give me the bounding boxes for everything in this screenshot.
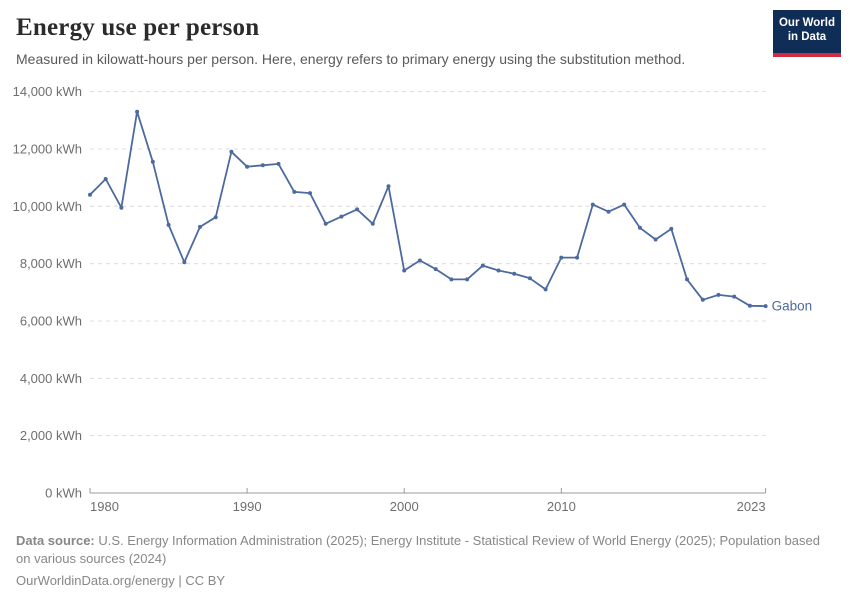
- data-point[interactable]: [433, 267, 438, 272]
- data-point[interactable]: [527, 276, 532, 281]
- page-title: Energy use per person: [16, 14, 260, 41]
- data-source-line: Data source: U.S. Energy Information Adm…: [16, 532, 836, 567]
- data-point[interactable]: [732, 294, 737, 299]
- data-point[interactable]: [260, 163, 265, 168]
- data-source-label: Data source:: [16, 533, 95, 548]
- data-point[interactable]: [559, 255, 564, 260]
- y-axis-tick-label: 4,000 kWh: [20, 371, 82, 386]
- data-point[interactable]: [198, 224, 202, 229]
- y-axis-tick-label: 6,000 kWh: [20, 313, 82, 328]
- y-axis-tick-label: 14,000 kWh: [13, 84, 82, 99]
- owid-logo-line1: Our World: [778, 17, 835, 29]
- series-line-gabon[interactable]: [89, 110, 767, 308]
- data-point[interactable]: [292, 189, 297, 194]
- data-point[interactable]: [402, 268, 407, 273]
- y-axis-tick-label: 10,000 kWh: [13, 199, 82, 214]
- data-point[interactable]: [575, 255, 580, 260]
- data-point[interactable]: [465, 277, 470, 282]
- data-point[interactable]: [182, 260, 187, 265]
- y-axis-tick-label: 2,000 kWh: [20, 428, 82, 443]
- series-label-gabon[interactable]: Gabon: [772, 299, 813, 314]
- data-point[interactable]: [496, 268, 501, 273]
- data-point[interactable]: [245, 164, 250, 169]
- data-point[interactable]: [229, 149, 234, 154]
- chart-svg: 0 kWh 2,000 kWh 4,000 kWh 6,000 kWh 8,000 kW…: [13, 84, 813, 514]
- data-point[interactable]: [213, 215, 218, 220]
- data-point[interactable]: [700, 297, 705, 302]
- x-axis-tick-label: 1980: [90, 499, 119, 514]
- data-point[interactable]: [543, 287, 548, 292]
- data-point[interactable]: [135, 109, 140, 114]
- y-axis-tick-label: 12,000 kWh: [13, 141, 82, 156]
- data-point[interactable]: [637, 225, 642, 230]
- data-point[interactable]: [669, 226, 674, 231]
- x-axis-tick-label: 1990: [233, 499, 262, 514]
- data-point[interactable]: [449, 277, 454, 282]
- cc-by-link[interactable]: CC BY: [185, 573, 226, 589]
- data-point[interactable]: [386, 184, 391, 189]
- data-point[interactable]: [480, 263, 485, 268]
- y-axis-tick-label: 8,000 kWh: [20, 256, 82, 271]
- data-point[interactable]: [166, 222, 171, 227]
- data-point[interactable]: [355, 207, 360, 212]
- owid-logo[interactable]: Our World in Data: [773, 10, 841, 57]
- x-axis-tick-label: 2023: [737, 499, 766, 514]
- chart-footer: Data source: U.S. Energy Information Adm…: [16, 532, 836, 590]
- footer-separator: |: [174, 573, 186, 589]
- data-point[interactable]: [590, 202, 595, 207]
- data-point[interactable]: [653, 237, 658, 242]
- data-point[interactable]: [685, 277, 689, 282]
- owid-logo-line2: in Data: [787, 31, 827, 44]
- data-point[interactable]: [370, 221, 375, 226]
- x-axis-tick-label: 2000: [390, 499, 419, 514]
- data-point[interactable]: [119, 205, 124, 210]
- data-point[interactable]: [716, 292, 721, 297]
- data-point[interactable]: [276, 161, 281, 166]
- data-point[interactable]: [606, 209, 611, 214]
- data-point[interactable]: [323, 221, 328, 226]
- data-point[interactable]: [103, 177, 108, 181]
- data-point[interactable]: [150, 159, 155, 164]
- data-point[interactable]: [512, 271, 517, 276]
- data-point[interactable]: [763, 304, 768, 309]
- chart-subtitle: Measured in kilowatt-hours per person. H…: [16, 51, 686, 67]
- data-point[interactable]: [308, 191, 312, 196]
- y-axis-tick-label: 0 kWh: [45, 486, 82, 501]
- x-axis-tick-label: 2010: [547, 499, 576, 514]
- owid-energy-link[interactable]: OurWorldinData.org/energy: [16, 573, 175, 589]
- data-source-text: U.S. Energy Information Administration (…: [16, 533, 820, 566]
- data-point[interactable]: [417, 258, 422, 263]
- data-point[interactable]: [747, 303, 752, 308]
- data-point[interactable]: [622, 202, 627, 207]
- data-point[interactable]: [339, 214, 344, 219]
- data-point[interactable]: [88, 192, 92, 197]
- footer-links-line: OurWorldinData.org/energy | CC BY: [16, 572, 836, 590]
